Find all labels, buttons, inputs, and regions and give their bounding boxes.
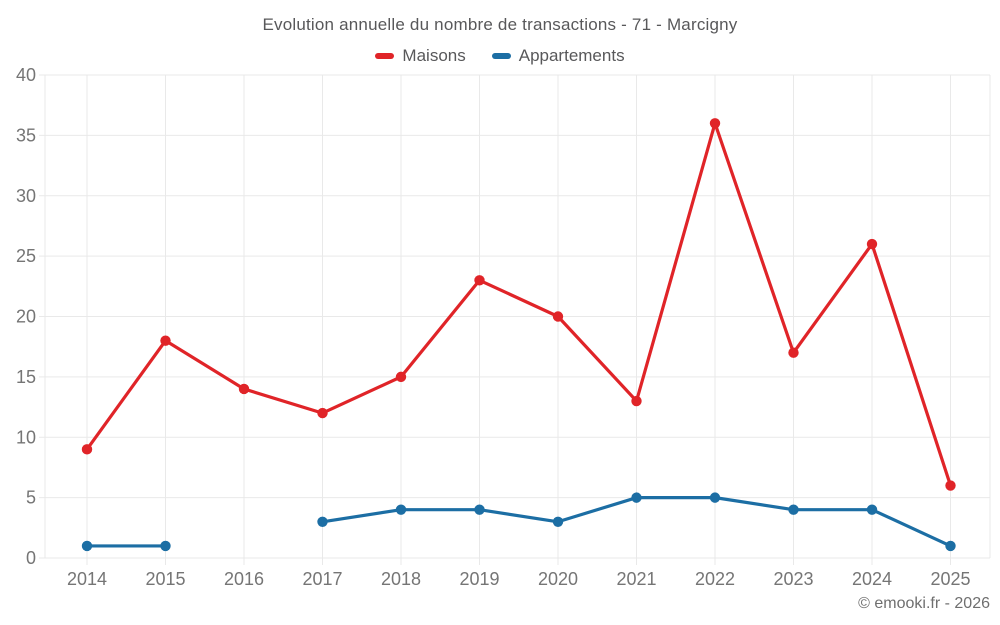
maisons-series-swatch-icon [375,53,395,59]
data-point-maisons-2014[interactable] [81,444,93,455]
data-point-maisons-2022[interactable] [709,118,721,129]
data-point-maisons-2021[interactable] [631,395,642,407]
data-point-appartements-2018[interactable] [395,504,407,515]
x-axis-tick-label: 2015 [145,569,185,589]
data-point-appartements-2019[interactable] [474,504,485,515]
chart-title: Evolution annuelle du nombre de transact… [262,15,738,34]
x-axis-tick-label: 2019 [459,569,499,589]
data-point-appartements-2023[interactable] [788,504,799,515]
data-point-maisons-2018[interactable] [395,371,407,383]
legend-item-appartements[interactable]: Appartements [491,46,625,66]
x-axis-tick-label: 2014 [67,569,107,589]
y-axis-tick-label: 40 [16,65,36,85]
data-point-maisons-2016[interactable] [238,383,250,395]
y-axis-tick-label: 0 [26,548,36,568]
data-point-appartements-2014[interactable] [81,540,93,552]
y-axis-tick-label: 30 [16,186,36,206]
x-axis-tick-label: 2021 [616,569,656,589]
y-axis-tick-label: 5 [26,488,36,508]
data-point-maisons-2020[interactable] [552,311,564,322]
data-point-maisons-2015[interactable] [160,335,171,346]
data-point-appartements-2020[interactable] [552,516,564,527]
copyright-footer: © emooki.fr - 2026 [858,595,990,612]
legend: Maisons Appartements [0,45,1000,67]
series-line-maisons [85,121,953,488]
x-axis-tick-label: 2023 [773,569,813,589]
legend-item-maisons[interactable]: Maisons [375,46,466,66]
data-point-appartements-2017[interactable] [317,516,328,527]
data-point-maisons-2023[interactable] [788,347,799,358]
data-point-appartements-2021[interactable] [631,492,642,503]
x-axis-tick-label: 2020 [538,569,578,589]
legend-label-maisons: Maisons [402,46,466,65]
appartements-series-swatch-icon [491,53,511,59]
x-axis-tick-label: 2016 [224,569,264,589]
legend-label-appartements: Appartements [518,46,625,65]
x-axis-tick-label: 2018 [381,569,421,589]
x-axis-tick-label: 2017 [302,569,342,589]
data-point-appartements-2025[interactable] [945,540,956,552]
data-point-appartements-2024[interactable] [866,504,878,515]
data-point-appartements-2015[interactable] [160,540,171,552]
x-axis-tick-label: 2024 [852,569,892,589]
y-axis-tick-label: 25 [16,246,36,266]
x-axis-tick-label: 2025 [930,569,970,589]
y-axis-tick-label: 10 [16,427,36,447]
x-axis-tick-label: 2022 [695,569,735,589]
data-point-maisons-2024[interactable] [866,238,878,250]
y-axis-tick-label: 35 [16,125,36,145]
data-point-maisons-2019[interactable] [474,275,485,286]
data-point-maisons-2025[interactable] [945,480,956,491]
data-point-maisons-2017[interactable] [317,407,328,419]
y-axis-tick-label: 20 [16,307,36,327]
data-point-appartements-2022[interactable] [709,492,721,503]
y-axis-tick-label: 15 [16,367,36,387]
